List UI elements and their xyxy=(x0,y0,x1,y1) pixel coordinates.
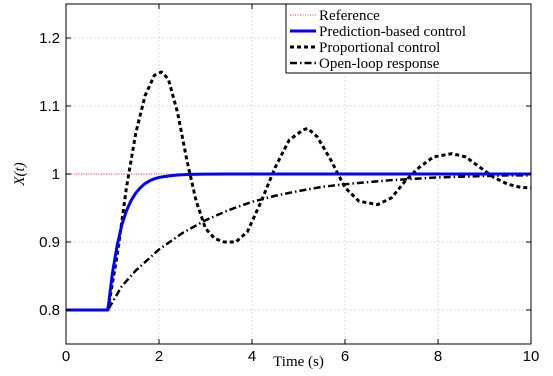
legend-label: Reference xyxy=(319,8,380,24)
legend-box xyxy=(285,3,532,74)
y-tick-label: 1.2 xyxy=(39,30,60,47)
y-tick-label: 1 xyxy=(52,166,60,183)
x-tick-label: 4 xyxy=(248,348,256,365)
legend-label: Open-loop response xyxy=(319,56,440,72)
series-line-proportional-control xyxy=(66,70,531,312)
legend-label: Prediction-based control xyxy=(319,24,466,40)
series-group xyxy=(66,70,531,312)
tick-labels: 0 2 4 6 8 10 0.8 0.9 1 1.1 1.2 xyxy=(39,30,539,365)
y-tick-label: 1.1 xyxy=(39,98,60,115)
legend-label: Proportional control xyxy=(319,40,440,56)
x-tick-label: 6 xyxy=(341,348,349,365)
x-tick-label: 10 xyxy=(523,348,540,365)
x-axis-label: Time (s) xyxy=(273,354,324,370)
series-line-prediction-based-control xyxy=(66,172,531,312)
x-tick-label: 2 xyxy=(155,348,163,365)
y-tick-label: 0.9 xyxy=(39,234,60,251)
x-tick-label: 8 xyxy=(434,348,442,365)
x-tick-label: 0 xyxy=(62,348,70,365)
y-axis-label: X(t) xyxy=(12,162,28,186)
y-tick-label: 0.8 xyxy=(39,302,60,319)
